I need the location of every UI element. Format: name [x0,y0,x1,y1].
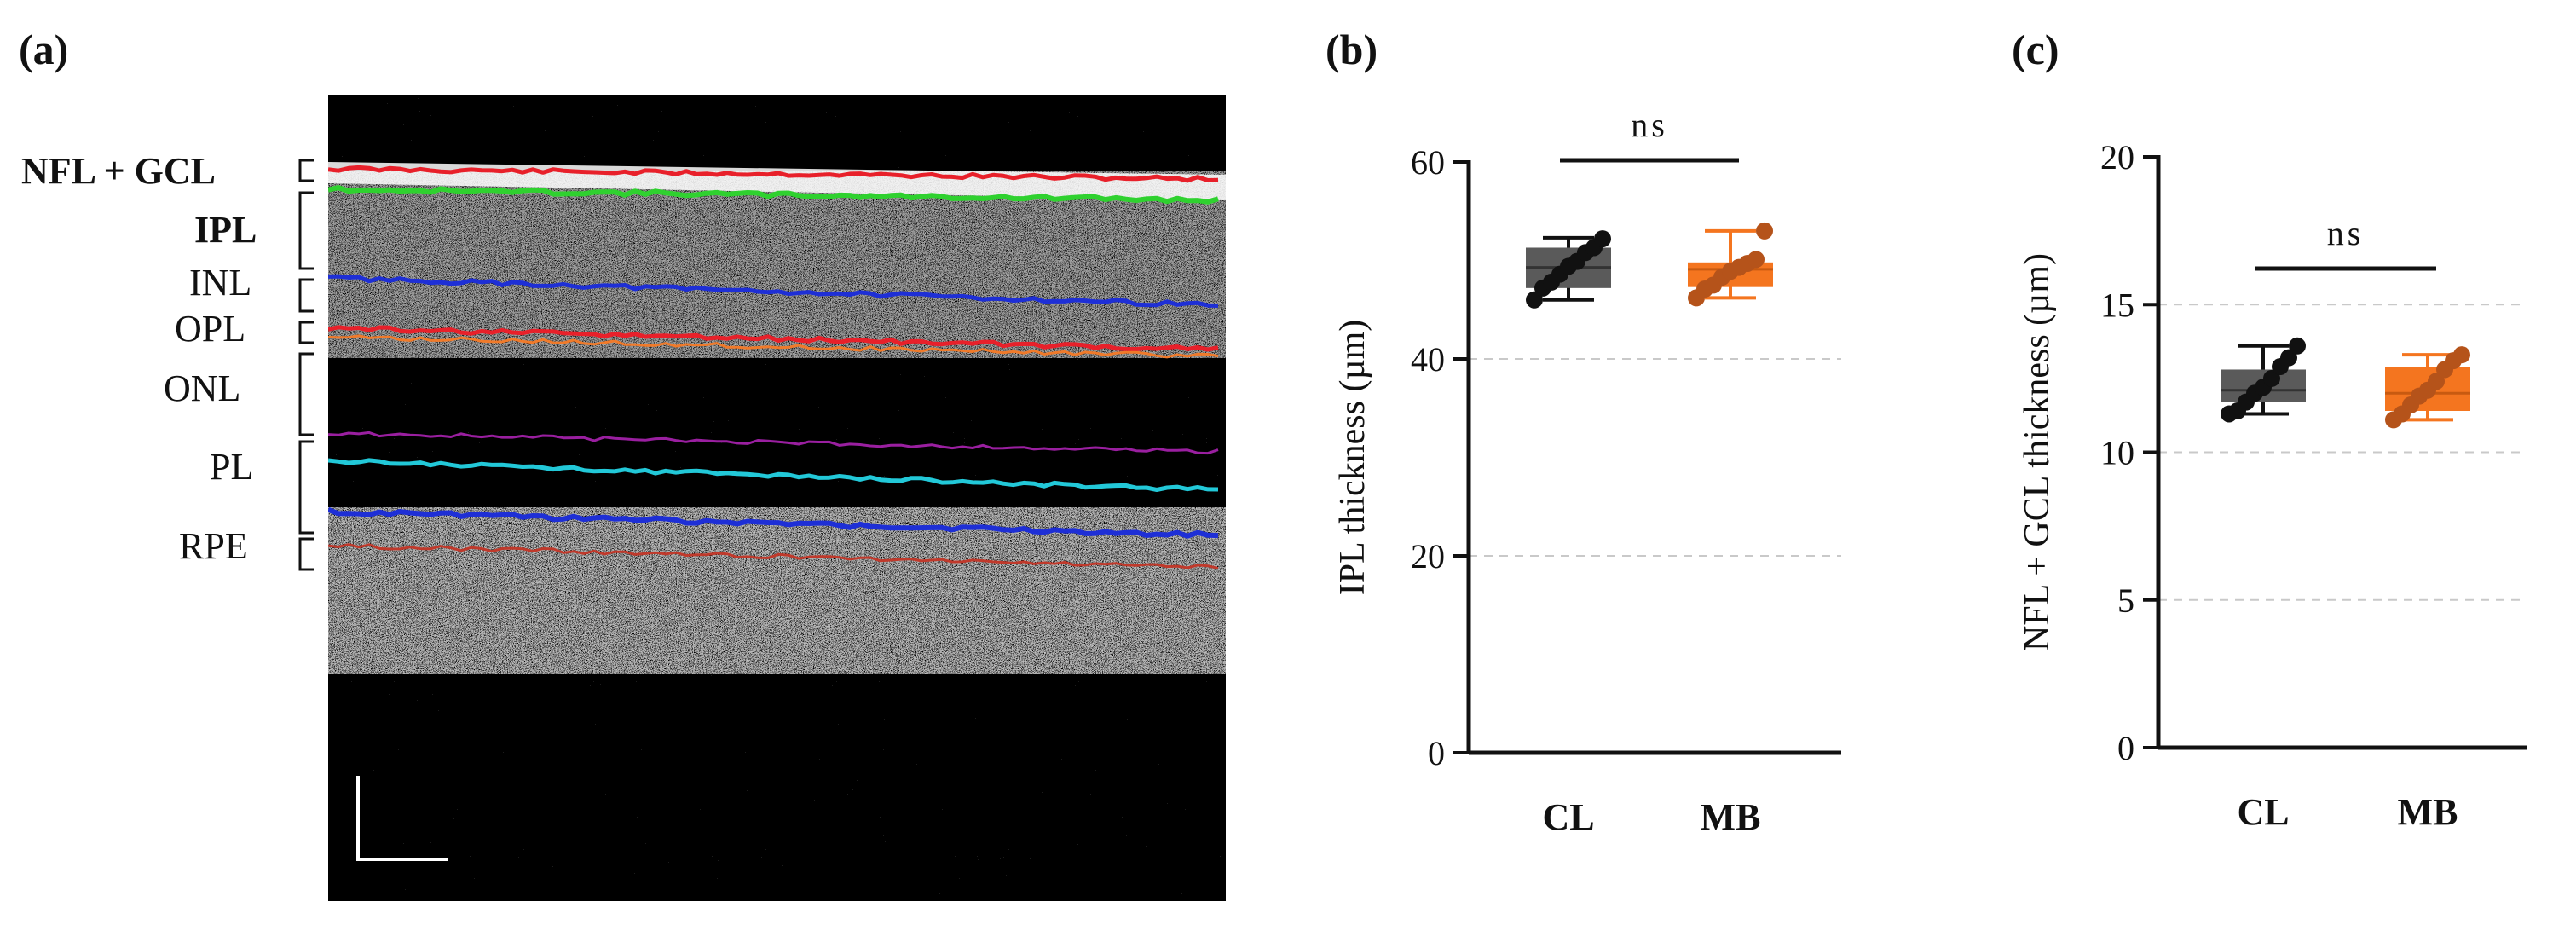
panel-label-c: (c) [2012,26,2059,73]
oct-image [328,95,1226,901]
y-tick-label: 40 [1411,340,1445,379]
data-point [1747,251,1765,269]
layer-labels: NFL + GCL IPL INL OPL ONL PL RPE [21,150,314,571]
y-tick-label: 10 [2100,434,2134,472]
data-point [2263,369,2280,387]
y-axis-title: IPL thickness (µm) [1333,320,1372,596]
data-point [2428,373,2445,390]
x-category-label: CL [2237,791,2289,833]
oct-boundary-line [328,506,1219,539]
data-point [2280,349,2297,367]
x-category-label: MB [1701,796,1761,838]
data-point [1526,291,1543,309]
significance-label: ns [1631,106,1668,144]
y-tick-label: 15 [2100,286,2134,324]
bracket-inl [298,278,314,313]
data-point [1594,230,1611,248]
oct-boundary-line [328,543,1219,570]
chart-nfl-gcl-thickness: 0 5 10 15 20 NFL + GCL thickness (µm) CL MB ns [2018,138,2527,833]
data-point [2453,346,2470,364]
y-tick-label: 5 [2117,581,2134,620]
layer-label-onl: ONL [164,367,240,409]
x-category-label: CL [1542,796,1594,838]
bracket-ipl [298,191,314,270]
bracket-onl [298,352,314,436]
bracket-nfl-gcl [298,159,314,182]
oct-boundary-line [328,325,1219,352]
panel-label-a: (a) [19,26,68,73]
bracket-pl [298,440,314,535]
oct-boundary-line [328,431,1219,455]
chart-ipl-thickness: 0 20 40 60 IPL thickness (µm) CL MB ns [1333,106,1841,838]
layer-label-rpe: RPE [179,525,248,567]
y-tick-label: 0 [1428,734,1445,772]
layer-label-nfl-gcl: NFL + GCL [21,150,216,192]
oct-boundary-line [328,165,1219,183]
data-point [2289,337,2306,355]
oct-boundary-line [328,185,1219,205]
x-category-label: MB [2398,791,2458,833]
y-axis-title: NFL + GCL thickness (µm) [2018,253,2057,651]
y-tick-label: 0 [2117,729,2134,767]
panel-label-b: (b) [1326,26,1378,73]
oct-boundary-line [328,334,1219,359]
layer-label-pl: PL [210,446,253,488]
y-tick-label: 60 [1411,143,1445,182]
scale-bar [356,776,448,861]
y-tick-label: 20 [1411,537,1445,575]
oct-boundary-line [328,274,1219,308]
oct-layer-boundaries [328,165,1219,570]
layer-label-ipl: IPL [194,209,257,251]
oct-boundary-line [328,458,1219,492]
bracket-opl [298,321,314,344]
data-point [1756,222,1773,240]
layer-label-opl: OPL [175,308,245,350]
layer-label-inl: INL [189,262,251,304]
bracket-rpe [298,537,314,571]
significance-label: ns [2327,214,2365,252]
y-tick-label: 20 [2100,138,2134,176]
